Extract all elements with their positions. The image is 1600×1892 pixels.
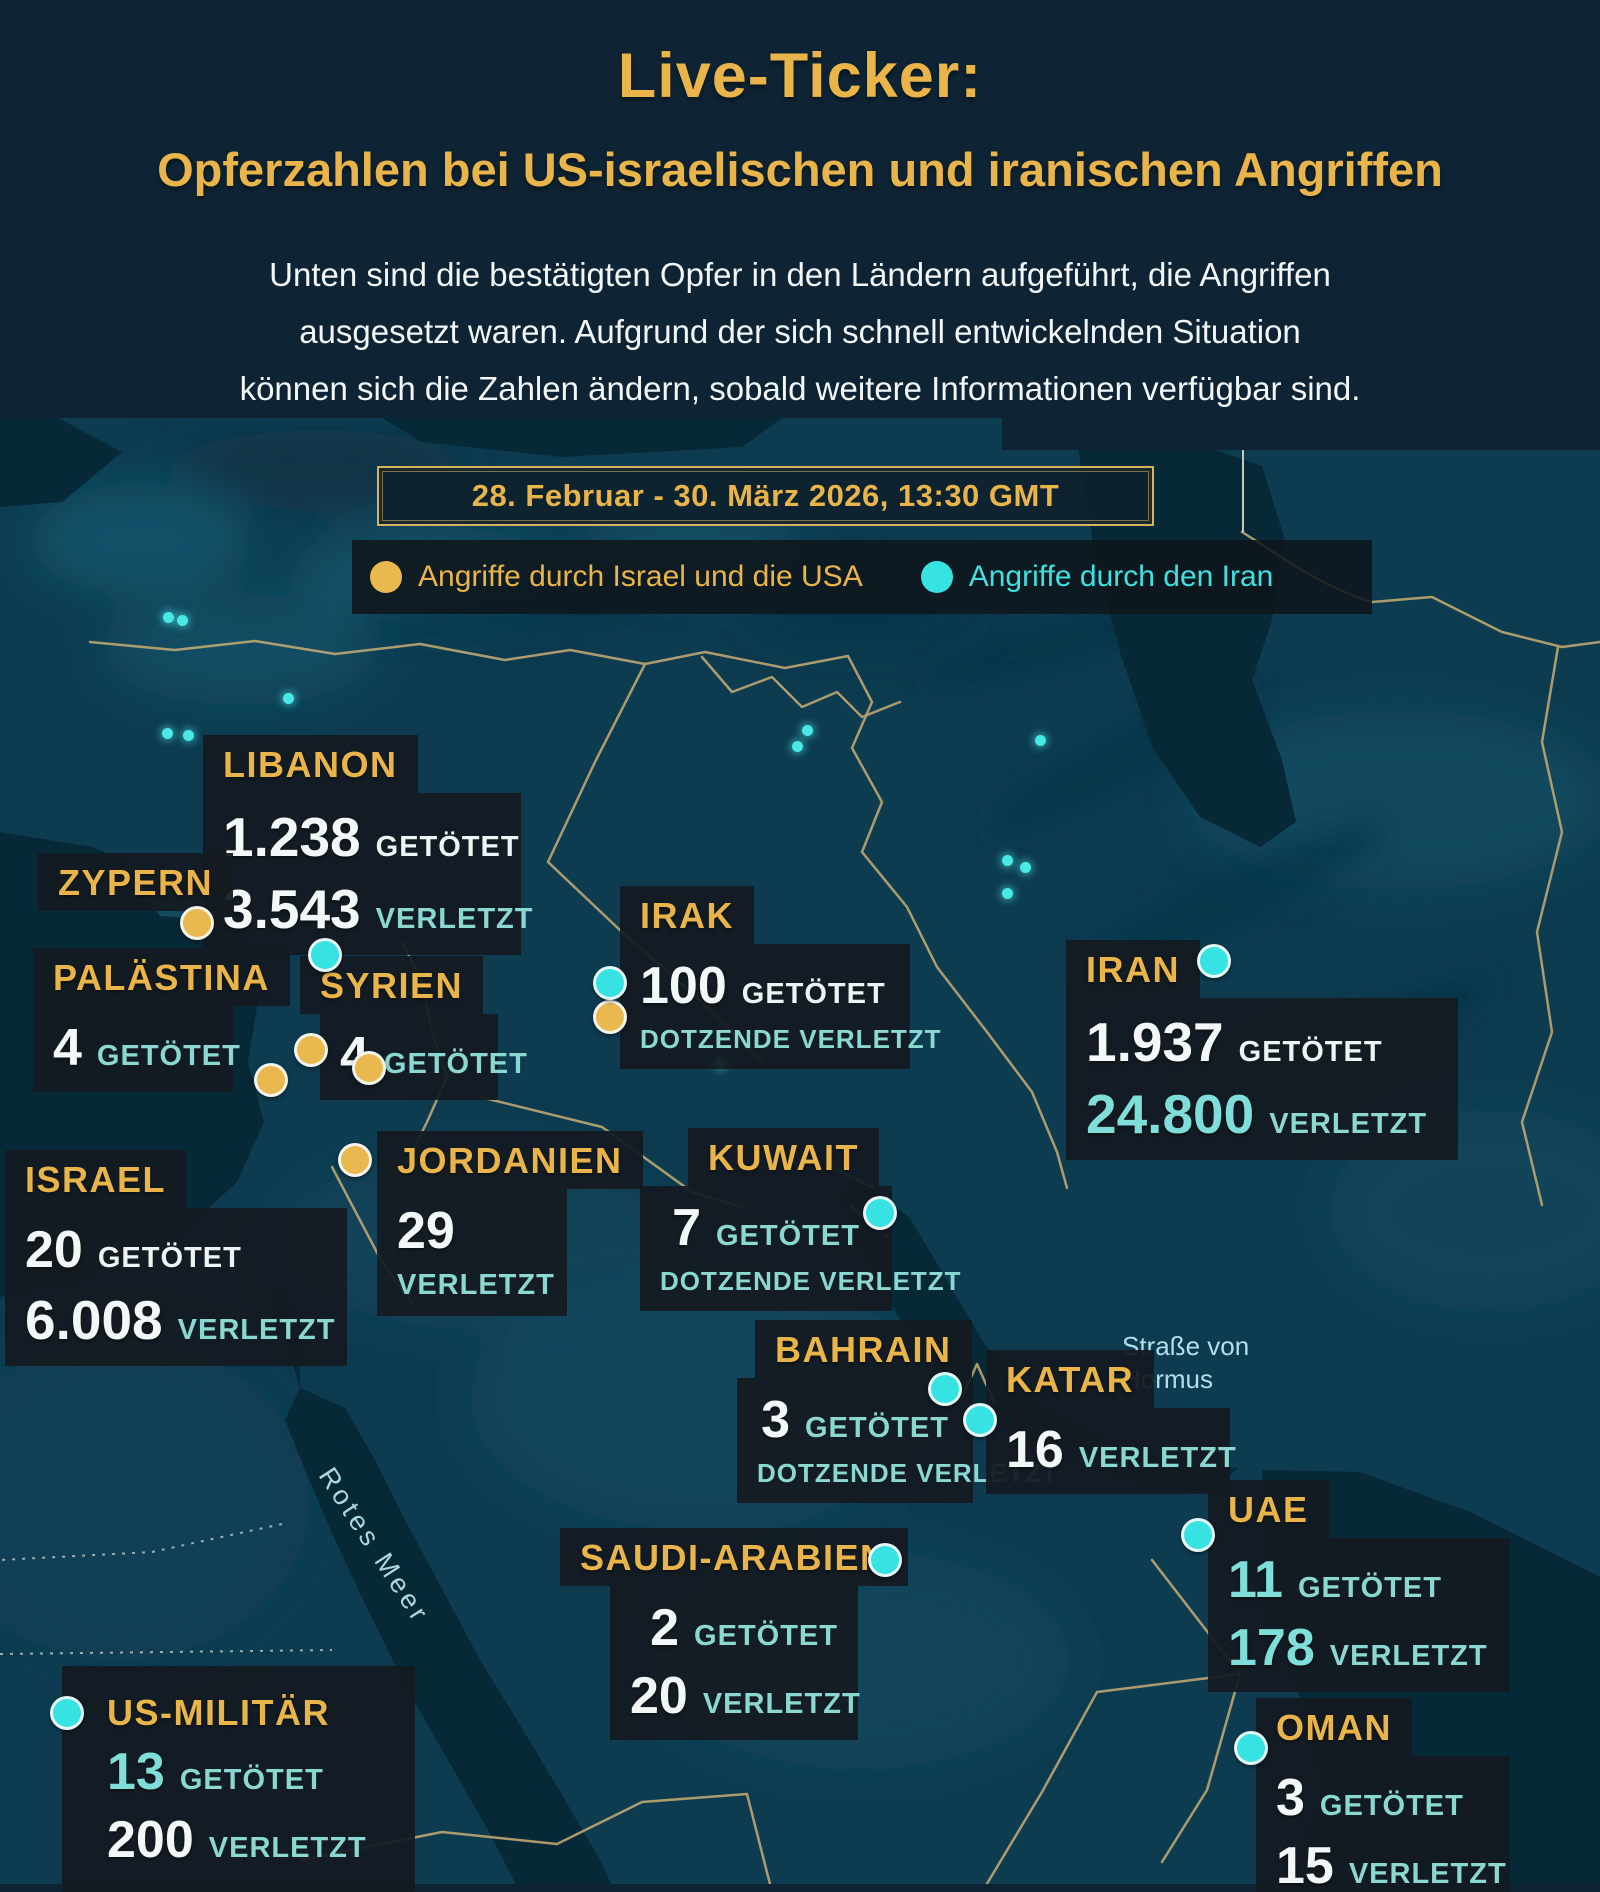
country-label: PALÄSTINA <box>33 948 290 1006</box>
site-dot <box>162 728 173 739</box>
site-dot <box>283 693 294 704</box>
description-line-2: ausgesetzt waren. Aufgrund der sich schn… <box>299 313 1301 350</box>
site-dot <box>1002 888 1013 899</box>
country-label: OMAN <box>1256 1698 1412 1756</box>
page-subtitle: Opferzahlen bei US-israelischen und iran… <box>157 143 1443 196</box>
attack-dot-kuwait <box>863 1196 897 1230</box>
footer-strip <box>0 1884 1600 1892</box>
country-card-israel: ISRAEL 20 GETÖTET 6.008 VERLETZT <box>5 1150 347 1366</box>
attack-dot-irak-cyan <box>593 966 627 1000</box>
attack-dot-zypern <box>180 906 214 940</box>
attack-dot-libanon <box>308 938 342 972</box>
country-card-uae: UAE 11 GETÖTET 178 VERLETZT <box>1208 1480 1510 1692</box>
header-band-extension <box>1002 418 1600 450</box>
site-dot <box>802 725 813 736</box>
country-card-bahrain: BAHRAIN 3 GETÖTET DOTZENDE VERLETZT <box>737 1320 1058 1503</box>
attack-dot-israel-1 <box>294 1033 328 1067</box>
country-label: KUWAIT <box>688 1128 879 1186</box>
country-card-oman: OMAN 3 GETÖTET 15 VERLETZT <box>1256 1698 1510 1892</box>
attack-dot-uae <box>1181 1518 1215 1552</box>
attack-dot-oman <box>1234 1731 1268 1765</box>
site-dot <box>792 741 803 752</box>
country-label: JORDANIEN <box>377 1131 643 1189</box>
site-dot <box>1035 735 1046 746</box>
attack-dot-bahrain <box>928 1372 962 1406</box>
country-card-jordanien: JORDANIEN 29 VERLETZT <box>377 1131 643 1316</box>
attack-dot-israel-2 <box>254 1063 288 1097</box>
country-label: ISRAEL <box>5 1150 187 1208</box>
country-card-zypern: ZYPERN <box>38 853 234 911</box>
site-dot <box>177 615 188 626</box>
country-card-irak: IRAK 100 GETÖTET DOTZENDE VERLETZT <box>620 886 941 1069</box>
attack-dot-katar <box>963 1403 997 1437</box>
country-label: US-MILITÄR <box>107 1692 330 1733</box>
legend-gold-dot-icon <box>370 561 402 593</box>
country-card-saudi-arabien: SAUDI-ARABIEN 2 GETÖTET 20 VERLETZT <box>560 1528 908 1740</box>
page-title: Live-Ticker: <box>617 41 983 111</box>
country-label: KATAR <box>986 1350 1155 1408</box>
attack-dot-irak-gold <box>593 1000 627 1034</box>
description-line-3: können sich die Zahlen ändern, sobald we… <box>239 370 1361 407</box>
country-card-iran: IRAN 1.937 GETÖTET 24.800 VERLETZT <box>1066 940 1458 1160</box>
date-range-badge: 28. Februar - 30. März 2026, 13:30 GMT <box>377 466 1154 526</box>
country-card-katar: KATAR 16 VERLETZT <box>986 1350 1236 1494</box>
site-dot <box>183 730 194 741</box>
site-dot <box>163 612 174 623</box>
site-dot <box>1020 862 1031 873</box>
country-label: IRAN <box>1066 940 1200 998</box>
attack-dot-us-militaer <box>50 1696 84 1730</box>
country-card-us-militaer: US-MILITÄR 13 GETÖTET 200 VERLETZT <box>62 1666 415 1892</box>
country-label: ZYPERN <box>38 853 234 911</box>
site-dot <box>1002 855 1013 866</box>
country-card-palaestina: PALÄSTINA 4 GETÖTET <box>33 948 290 1092</box>
legend-label-iran: Angriffe durch den Iran <box>968 560 1274 593</box>
legend-cyan-dot-icon <box>920 561 953 593</box>
legend-label-israel-usa: Angriffe durch Israel und die USA <box>418 560 863 593</box>
country-label: LIBANON <box>203 735 418 793</box>
country-card-libanon: LIBANON 1.238 GETÖTET 3.543 VERLETZT <box>203 735 532 955</box>
country-card-syrien: SYRIEN 4 GETÖTET <box>300 956 527 1100</box>
country-label: BAHRAIN <box>755 1320 972 1378</box>
attack-dot-iran <box>1197 944 1231 978</box>
attack-dot-jordanien <box>338 1143 372 1177</box>
country-label: IRAK <box>620 886 754 944</box>
page-description: Unten sind die bestätigten Opfer in den … <box>0 246 1600 417</box>
description-line-1: Unten sind die bestätigten Opfer in den … <box>269 256 1331 293</box>
country-card-kuwait: KUWAIT 7 GETÖTET DOTZENDE VERLETZT <box>640 1128 961 1311</box>
header-band <box>0 0 1600 418</box>
legend: Angriffe durch Israel und die USA Angrif… <box>352 540 1372 614</box>
country-label: UAE <box>1208 1480 1329 1538</box>
country-label: SAUDI-ARABIEN <box>560 1528 908 1586</box>
attack-dot-saudi <box>868 1543 902 1577</box>
attack-dot-syrien <box>352 1051 386 1085</box>
